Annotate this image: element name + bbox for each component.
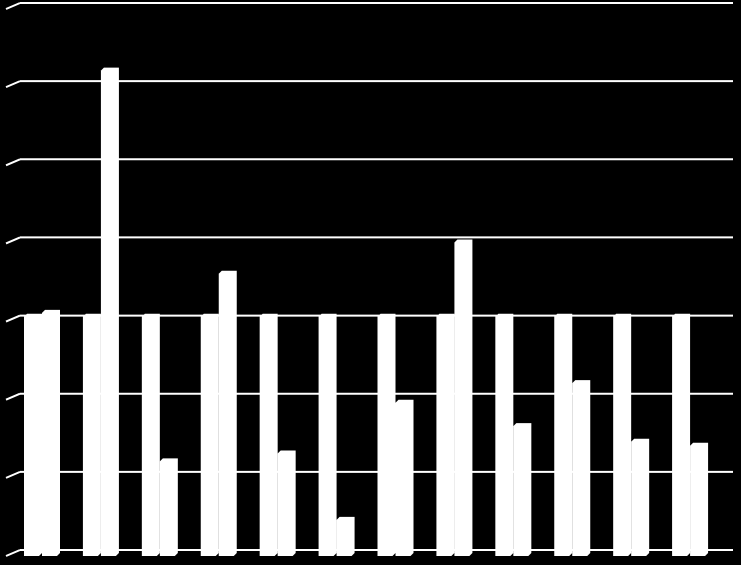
bar-series-2-item-5 xyxy=(277,450,296,556)
gridline-depth xyxy=(5,314,21,323)
gridline-depth xyxy=(5,2,21,10)
bar-series-1-item-5 xyxy=(259,313,278,556)
bar-series-1-item-2 xyxy=(82,313,101,556)
bar-series-1-item-12 xyxy=(672,313,691,556)
bar-series-1-item-3 xyxy=(141,313,160,556)
gridline-depth xyxy=(5,158,21,167)
bar-series-1-item-8 xyxy=(436,313,455,556)
bar-series-2-item-10 xyxy=(572,380,591,556)
bar-series-2-item-2 xyxy=(100,67,119,556)
bar-series-1-item-1 xyxy=(24,313,42,556)
gridlines xyxy=(5,2,733,557)
gridline-depth xyxy=(5,392,21,401)
bar-series-1-item-6 xyxy=(318,313,337,556)
gridline-depth xyxy=(5,470,21,479)
bar-series-2-item-11 xyxy=(631,438,650,556)
bar-series-2-item-7 xyxy=(395,399,414,556)
bar-series-1-item-7 xyxy=(377,313,396,556)
bar-series-2-item-1 xyxy=(42,309,60,556)
gridline-depth xyxy=(5,80,21,89)
bar-series-2-item-6 xyxy=(336,516,355,556)
bar-series-2-item-9 xyxy=(513,423,532,556)
bar-series-1-item-11 xyxy=(613,313,632,556)
bar-series-2-item-4 xyxy=(218,270,237,556)
bar-series-1-item-4 xyxy=(200,313,219,556)
bar-series-2-item-12 xyxy=(690,442,709,556)
bar-series-1-item-10 xyxy=(554,313,573,556)
gridline-depth xyxy=(5,236,21,245)
bars xyxy=(24,67,709,556)
bar-series-1-item-9 xyxy=(495,313,514,556)
gridline-depth xyxy=(5,549,21,557)
bar-series-2-item-8 xyxy=(454,239,473,556)
bar-series-2-item-3 xyxy=(159,458,178,556)
